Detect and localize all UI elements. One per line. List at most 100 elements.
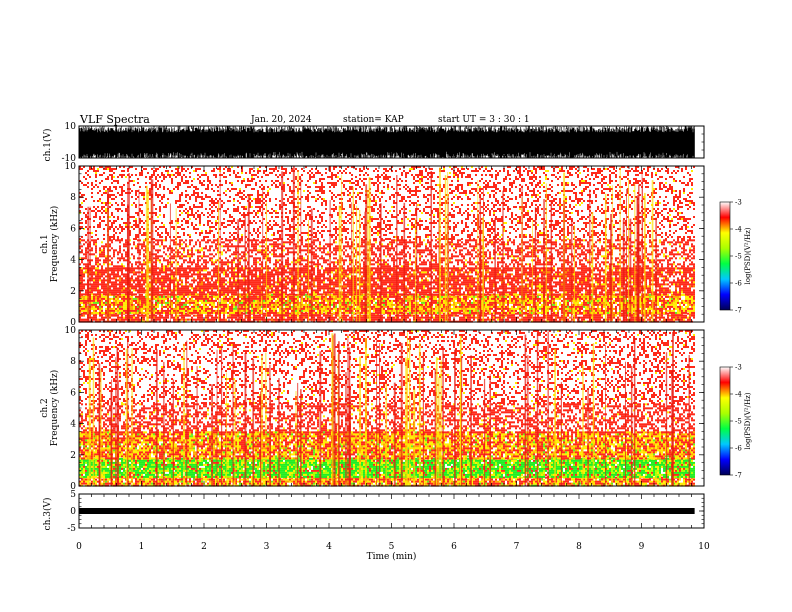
spectrogram-cell	[383, 311, 385, 314]
spectrogram-cell	[313, 297, 315, 300]
spectrogram-cell	[357, 316, 359, 319]
spectrogram-cell	[639, 271, 641, 274]
spectrogram-cell	[103, 301, 105, 304]
spectrogram-cell	[79, 309, 81, 312]
spectrogram-cell	[373, 303, 375, 306]
spectrogram-cell	[385, 301, 387, 304]
spectrogram-cell	[313, 307, 315, 310]
spectrogram-cell	[647, 301, 649, 304]
spectrogram-cell	[419, 295, 421, 298]
spectrogram-cell	[547, 295, 549, 298]
spectrogram-cell	[555, 305, 557, 308]
spectrogram-cell	[547, 309, 549, 312]
spectrogram-cell	[679, 305, 681, 308]
spectrogram-cell	[295, 273, 297, 276]
spectrogram-cell	[205, 316, 207, 319]
spectrogram-cell	[389, 305, 391, 308]
spectrogram-cell	[387, 303, 389, 306]
spectrogram-cell	[399, 271, 401, 274]
spectrogram-cell	[681, 314, 683, 317]
spectrogram-cell	[609, 295, 611, 298]
spectrogram-cell	[337, 269, 339, 272]
spectrogram-cell	[417, 316, 419, 319]
spectrogram-cell	[653, 303, 655, 306]
spectrogram-cell	[689, 269, 691, 272]
spectrogram-cell	[559, 295, 561, 298]
spectrogram-cell	[647, 318, 649, 321]
spectrogram-cell	[597, 297, 599, 300]
spectrogram-cell	[85, 269, 87, 272]
spectrogram-cell	[665, 311, 667, 314]
spectrogram-cell	[453, 271, 455, 274]
spectrogram-cell	[81, 309, 83, 312]
spectrogram-cell	[131, 297, 133, 300]
spectrogram-cell	[307, 305, 309, 308]
spectrogram-cell	[91, 307, 93, 310]
spectrogram-cell	[193, 307, 195, 310]
spectrogram-cell	[187, 318, 189, 321]
spectrogram-cell	[261, 269, 263, 272]
spectrogram-cell	[239, 314, 241, 317]
spectrogram-cell	[415, 305, 417, 308]
spectrogram-cell	[617, 299, 619, 302]
spectrogram-cell	[357, 311, 359, 314]
spectrogram-cell	[99, 273, 101, 276]
spectrogram-cell	[305, 303, 307, 306]
spectrogram-cell	[209, 311, 211, 314]
spectrogram-cell	[343, 305, 345, 308]
spectrogram-cell	[285, 309, 287, 312]
spectrogram-cell	[165, 318, 167, 321]
spectrogram-cell	[315, 297, 317, 300]
spectrogram-cell	[255, 311, 257, 314]
spectrogram-cell	[677, 271, 679, 274]
spectrogram-cell	[469, 309, 471, 312]
spectrogram-cell	[137, 316, 139, 319]
spectrogram-cell	[283, 311, 285, 314]
spectrogram-cell	[343, 297, 345, 300]
spectrogram-cell	[159, 311, 161, 314]
spectrogram-cell	[395, 295, 397, 298]
spectrogram-cell	[233, 271, 235, 274]
spectrogram-cell	[435, 314, 437, 317]
spectrogram-cell	[319, 316, 321, 319]
spectrogram-cell	[193, 273, 195, 276]
spectrogram-cell	[335, 305, 337, 308]
spectrogram-cell	[381, 314, 383, 317]
spectrogram-cell	[593, 297, 595, 300]
spectrogram-cell	[549, 307, 551, 310]
spectrogram-cell	[649, 293, 651, 296]
spectrogram-cell	[111, 307, 113, 310]
spectrogram-cell	[517, 267, 519, 270]
spectrogram-cell	[347, 299, 349, 302]
spectrogram-cell	[225, 295, 227, 298]
spectrogram-cell	[409, 303, 411, 306]
spectrogram-cell	[681, 307, 683, 310]
spectrogram-cell	[507, 314, 509, 317]
spectrogram-cell	[241, 273, 243, 276]
spectrogram-cell	[317, 297, 319, 300]
spectrogram-cell	[555, 307, 557, 310]
spectrogram-cell	[253, 311, 255, 314]
spectrogram-cell	[325, 297, 327, 300]
spectrogram-cell	[513, 311, 515, 314]
spectrogram-cell	[621, 301, 623, 304]
spectrogram-cell	[411, 297, 413, 300]
spectrogram-cell	[485, 314, 487, 317]
spectrogram-cell	[469, 316, 471, 319]
spectrogram-cell	[115, 318, 117, 321]
spectrogram-cell	[537, 318, 539, 321]
spectrogram-cell	[177, 316, 179, 319]
spectrogram-cell	[117, 293, 119, 296]
spectrogram-cell	[309, 314, 311, 317]
spectrogram-cell	[547, 269, 549, 272]
spectrogram-cell	[493, 318, 495, 321]
spectrogram-cell	[349, 305, 351, 308]
spectrogram-cell	[103, 271, 105, 274]
spectrogram-cell	[645, 299, 647, 302]
spectrogram-cell	[599, 311, 601, 314]
spectrogram-cell	[211, 303, 213, 306]
spectrogram-cell	[335, 297, 337, 300]
spectrogram-cell	[513, 295, 515, 298]
spectrogram-cell	[599, 314, 601, 317]
spectrogram-cell	[537, 307, 539, 310]
